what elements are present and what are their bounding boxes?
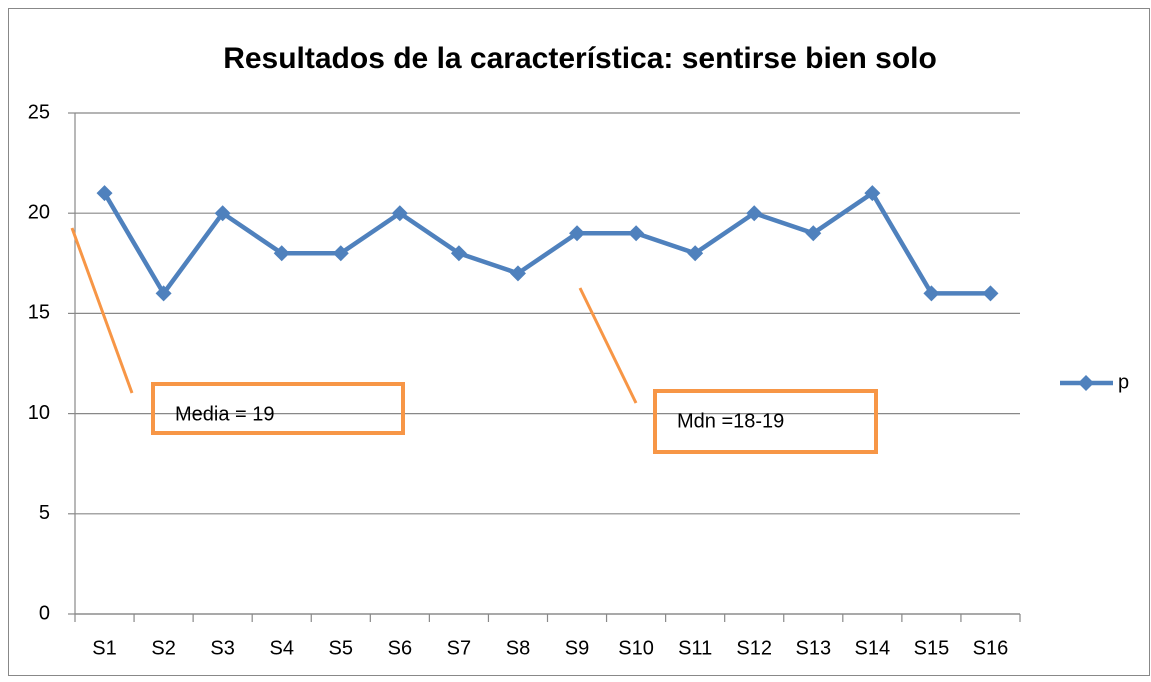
x-tick-label: S4 bbox=[269, 637, 293, 659]
x-tick-label: S10 bbox=[618, 637, 654, 659]
y-tick-label: 25 bbox=[28, 101, 50, 123]
x-tick-label: S2 bbox=[151, 637, 175, 659]
point-marker bbox=[864, 185, 881, 202]
point-marker bbox=[687, 245, 704, 262]
point-marker bbox=[391, 205, 408, 222]
x-tick-label: S6 bbox=[388, 637, 412, 659]
point-marker bbox=[569, 225, 586, 242]
point-marker bbox=[746, 205, 763, 222]
x-tick-label: S8 bbox=[506, 637, 530, 659]
y-tick-label: 15 bbox=[28, 302, 50, 324]
legend-label: p bbox=[1118, 371, 1129, 393]
x-tick-label: S12 bbox=[736, 637, 772, 659]
y-tick-label: 0 bbox=[39, 602, 50, 624]
y-tick-label: 20 bbox=[28, 201, 50, 223]
point-marker bbox=[273, 245, 290, 262]
point-marker bbox=[982, 285, 999, 302]
legend-marker bbox=[1078, 375, 1094, 391]
point-marker bbox=[628, 225, 645, 242]
series-line bbox=[102, 190, 991, 296]
x-tick-label: S3 bbox=[210, 637, 234, 659]
x-tick-label: S7 bbox=[447, 637, 471, 659]
point-marker bbox=[450, 245, 467, 262]
point-marker bbox=[214, 205, 231, 222]
annotation-pointer bbox=[70, 227, 134, 394]
x-tick-label: S5 bbox=[329, 637, 353, 659]
x-tick-label: S13 bbox=[795, 637, 831, 659]
x-tick-label: S15 bbox=[914, 637, 950, 659]
annotation-box bbox=[653, 389, 878, 454]
x-tick-label: S16 bbox=[973, 637, 1009, 659]
chart-frame bbox=[8, 8, 1150, 676]
point-marker bbox=[805, 225, 822, 242]
point-marker bbox=[332, 245, 349, 262]
point-marker bbox=[509, 265, 526, 282]
x-tick-label: S9 bbox=[565, 637, 589, 659]
annotation-pointer bbox=[578, 287, 638, 404]
point-marker bbox=[96, 185, 113, 202]
y-tick-label: 10 bbox=[28, 402, 50, 424]
point-marker bbox=[155, 285, 172, 302]
annotation-text: Mdn =18-19 bbox=[677, 410, 784, 432]
x-tick-label: S11 bbox=[678, 637, 712, 659]
chart-title: Resultados de la característica: sentirs… bbox=[223, 42, 937, 75]
x-tick-label: S1 bbox=[92, 637, 116, 659]
point-marker bbox=[923, 285, 940, 302]
annotation-text: Media = 19 bbox=[175, 403, 275, 425]
annotation-box bbox=[151, 382, 405, 435]
y-tick-label: 5 bbox=[39, 502, 50, 524]
x-tick-label: S14 bbox=[855, 637, 891, 659]
